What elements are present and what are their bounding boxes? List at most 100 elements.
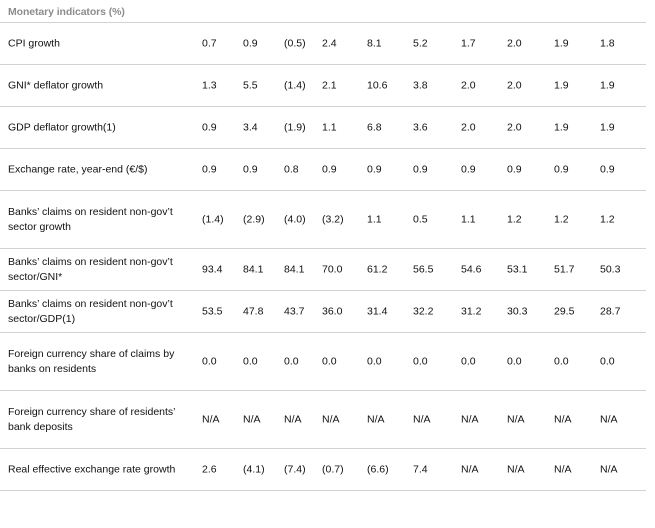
table-cell: (0.7) xyxy=(322,463,344,475)
table-row: CPI growth 0.7 0.9 (0.5) 2.4 8.1 5.2 1.7 2.0 1.9 1… xyxy=(0,23,646,65)
table-cell: 0.9 xyxy=(202,121,217,133)
table-row: Real effective exchange rate growth 2.6 (4… xyxy=(0,449,646,491)
table-cell: (4.0) xyxy=(284,213,306,225)
table-cell: 2.4 xyxy=(322,37,337,49)
table-cell: 2.0 xyxy=(507,37,522,49)
table-cell: (0.5) xyxy=(284,37,306,49)
table-cell: 7.4 xyxy=(413,463,428,475)
table-row: GNI* deflator growth 1.3 5.5 (1.4) 2.1 10.6 3.… xyxy=(0,65,646,107)
table-cell: (1.9) xyxy=(284,121,306,133)
table-cell: 0.9 xyxy=(461,163,476,175)
table-row: Foreign currency share of residents’ ban… xyxy=(0,391,646,449)
table-cell: N/A xyxy=(322,413,340,425)
table-cell: N/A xyxy=(461,413,479,425)
table-cell: 2.0 xyxy=(461,79,476,91)
table-cell: 2.1 xyxy=(322,79,337,91)
table-cell: 0.8 xyxy=(284,163,299,175)
table-cell: 31.4 xyxy=(367,305,388,317)
table-cell: 3.6 xyxy=(413,121,428,133)
table-cell: 2.6 xyxy=(202,463,217,475)
table-cell: 0.0 xyxy=(461,355,476,367)
table-cell: 1.2 xyxy=(554,213,569,225)
table-cell: (6.6) xyxy=(367,463,389,475)
row-label: Real effective exchange rate growth xyxy=(8,463,176,475)
table-cell: 1.9 xyxy=(554,79,569,91)
row-label: Banks’ claims on resident non-gov’t sect… xyxy=(8,297,173,325)
table-cell: 5.5 xyxy=(243,79,258,91)
table-cell: N/A xyxy=(461,463,479,475)
table-cell: 47.8 xyxy=(243,305,264,317)
table-cell: 2.0 xyxy=(461,121,476,133)
table-cell: 1.1 xyxy=(322,121,337,133)
table-cell: 0.7 xyxy=(202,37,217,49)
table-row: Banks’ claims on resident non-gov’t sect… xyxy=(0,249,646,291)
row-label: Foreign currency share of claims by bank… xyxy=(8,347,175,375)
table-cell: (2.9) xyxy=(243,213,265,225)
table-cell: 0.9 xyxy=(413,163,428,175)
table-cell: 32.2 xyxy=(413,305,434,317)
table-cell: 0.9 xyxy=(554,163,569,175)
table-cell: 8.1 xyxy=(367,37,382,49)
table-cell: (3.2) xyxy=(322,213,344,225)
table-cell: 28.7 xyxy=(600,305,621,317)
table-row: Foreign currency share of claims by bank… xyxy=(0,333,646,391)
table-cell: 53.1 xyxy=(507,263,528,275)
table-cell: 1.1 xyxy=(461,213,476,225)
table-cell: 0.9 xyxy=(322,163,337,175)
table-cell: 70.0 xyxy=(322,263,343,275)
table-cell: 6.8 xyxy=(367,121,382,133)
table-cell: 0.0 xyxy=(413,355,428,367)
table-cell: (1.4) xyxy=(284,79,306,91)
table-cell: 43.7 xyxy=(284,305,305,317)
table-cell: N/A xyxy=(202,413,220,425)
table-cell: 1.8 xyxy=(600,37,615,49)
table-cell: 53.5 xyxy=(202,305,223,317)
table-cell: 5.2 xyxy=(413,37,428,49)
table-cell: 3.8 xyxy=(413,79,428,91)
table-cell: 0.0 xyxy=(284,355,299,367)
table-cell: 10.6 xyxy=(367,79,388,91)
table-cell: 56.5 xyxy=(413,263,434,275)
table-cell: 0.0 xyxy=(507,355,522,367)
table-cell: (1.4) xyxy=(202,213,224,225)
table-cell: 0.9 xyxy=(367,163,382,175)
table-cell: N/A xyxy=(600,413,618,425)
table-cell: 2.0 xyxy=(507,121,522,133)
table-cell: 0.0 xyxy=(322,355,337,367)
table-cell: 54.6 xyxy=(461,263,482,275)
table-title: Monetary indicators (%) xyxy=(8,6,125,18)
table-cell: N/A xyxy=(243,413,261,425)
table-cell: 0.5 xyxy=(413,213,428,225)
table-cell: N/A xyxy=(554,413,572,425)
table-cell: 1.3 xyxy=(202,79,217,91)
row-label: GDP deflator growth(1) xyxy=(8,121,116,133)
table-cell: N/A xyxy=(413,413,431,425)
table-cell: 0.9 xyxy=(507,163,522,175)
table-cell: 1.2 xyxy=(600,213,615,225)
row-label: CPI growth xyxy=(8,37,60,49)
table-row: Exchange rate, year-end (€/$) 0.9 0.9 0.8 0.… xyxy=(0,149,646,191)
table-row: GDP deflator growth(1) 0.9 3.4 (1.9) 1.1 6.8 3… xyxy=(0,107,646,149)
table-cell: 1.7 xyxy=(461,37,476,49)
table-cell: 0.9 xyxy=(202,163,217,175)
row-label: Exchange rate, year-end (€/$) xyxy=(8,163,148,175)
table-cell: N/A xyxy=(367,413,385,425)
table-cell: 1.1 xyxy=(367,213,382,225)
table-cell: 3.4 xyxy=(243,121,258,133)
table-cell: 31.2 xyxy=(461,305,482,317)
table-cell: (4.1) xyxy=(243,463,265,475)
table-cell: 0.9 xyxy=(243,163,258,175)
table-cell: N/A xyxy=(284,413,302,425)
table-cell: 1.9 xyxy=(554,121,569,133)
table-cell: 1.2 xyxy=(507,213,522,225)
table-cell: 1.9 xyxy=(600,121,615,133)
table-cell: 0.0 xyxy=(367,355,382,367)
table-row: Banks’ claims on resident non-gov’t sect… xyxy=(0,291,646,333)
table-cell: 0.9 xyxy=(600,163,615,175)
row-label: Banks’ claims on resident non-gov’t sect… xyxy=(8,255,173,283)
table-cell: 30.3 xyxy=(507,305,528,317)
table-cell: 36.0 xyxy=(322,305,343,317)
table-cell: 51.7 xyxy=(554,263,575,275)
table-cell: 29.5 xyxy=(554,305,575,317)
table-cell: 61.2 xyxy=(367,263,388,275)
